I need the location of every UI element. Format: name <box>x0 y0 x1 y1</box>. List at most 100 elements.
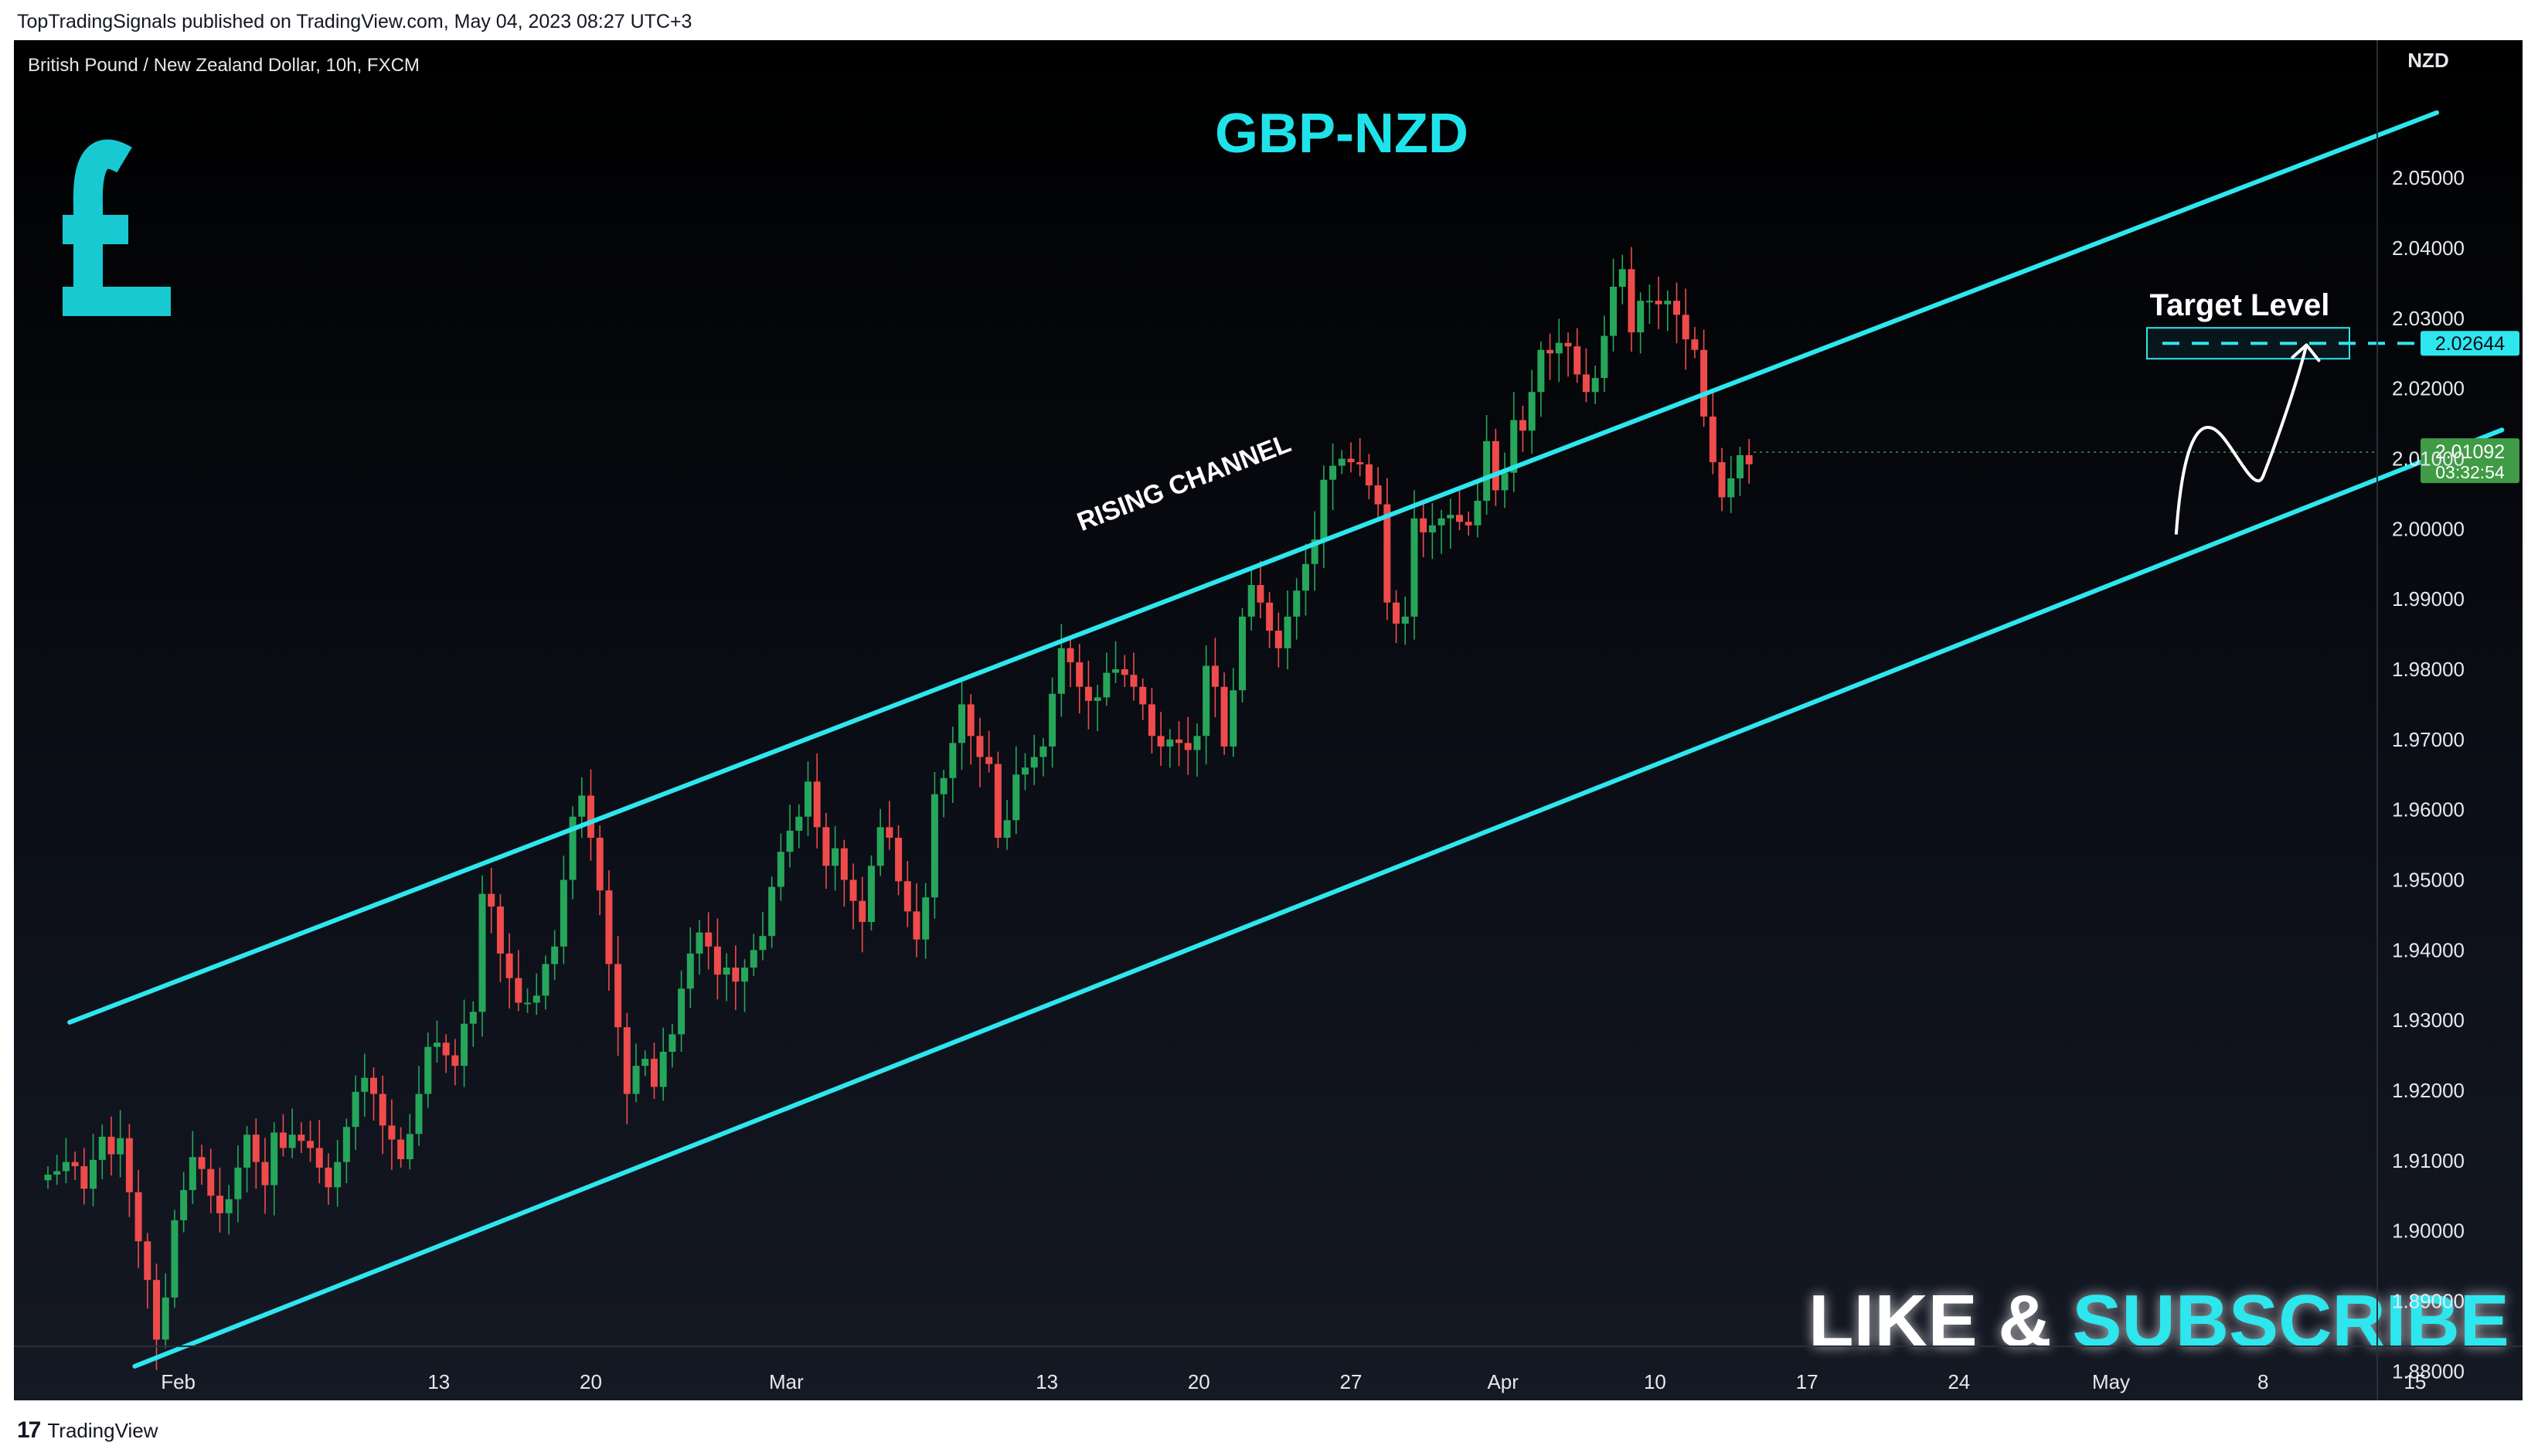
candle-body[interactable] <box>325 1167 332 1188</box>
candle-body[interactable] <box>406 1134 413 1159</box>
candle-body[interactable] <box>342 1127 350 1162</box>
candle-body[interactable] <box>144 1241 151 1281</box>
candle-body[interactable] <box>1148 704 1155 737</box>
candle-body[interactable] <box>288 1135 296 1148</box>
candle-body[interactable] <box>433 1043 441 1047</box>
candle-body[interactable] <box>768 886 776 937</box>
candle-body[interactable] <box>1582 374 1590 393</box>
candle-body[interactable] <box>1745 454 1753 464</box>
candle-body[interactable] <box>397 1139 405 1159</box>
candle-body[interactable] <box>1329 465 1337 480</box>
candle-body[interactable] <box>1410 518 1418 617</box>
candle-body[interactable] <box>1003 820 1011 838</box>
candle-body[interactable] <box>895 837 903 882</box>
candle-body[interactable] <box>270 1132 278 1186</box>
upper-channel-line[interactable] <box>67 110 2439 1025</box>
candle-body[interactable] <box>415 1094 423 1135</box>
candle-body[interactable] <box>777 852 784 887</box>
candle-body[interactable] <box>1401 616 1409 624</box>
candle-body[interactable] <box>596 837 604 891</box>
candle-body[interactable] <box>713 946 721 975</box>
candle-body[interactable] <box>569 816 577 880</box>
candle-body[interactable] <box>1420 518 1427 532</box>
candle-body[interactable] <box>849 879 857 901</box>
candle-body[interactable] <box>1519 420 1526 431</box>
candle-body[interactable] <box>1428 525 1436 532</box>
candle-body[interactable] <box>532 995 540 1003</box>
candle-body[interactable] <box>1673 301 1680 315</box>
candle-body[interactable] <box>515 978 522 1003</box>
cta-banner[interactable]: LIKE & SUBSCRIBE <box>1808 1280 2509 1362</box>
candle-body[interactable] <box>488 893 495 907</box>
candle-body[interactable] <box>741 968 749 982</box>
candle-body[interactable] <box>1618 269 1626 287</box>
candle-body[interactable] <box>478 893 486 1012</box>
candle-body[interactable] <box>985 757 993 764</box>
candle-body[interactable] <box>686 953 694 989</box>
candle-body[interactable] <box>1112 669 1120 673</box>
candle-body[interactable] <box>1057 648 1065 694</box>
candle-body[interactable] <box>1076 662 1084 687</box>
candle-body[interactable] <box>551 946 559 964</box>
candle-body[interactable] <box>1103 672 1111 698</box>
candle-body[interactable] <box>1573 346 1581 375</box>
candle-body[interactable] <box>361 1077 369 1092</box>
candle-body[interactable] <box>867 866 875 922</box>
candle-body[interactable] <box>669 1034 676 1052</box>
candle-body[interactable] <box>1274 631 1282 648</box>
candle-body[interactable] <box>107 1136 115 1155</box>
candle-body[interactable] <box>1239 616 1246 691</box>
candle-body[interactable] <box>913 911 920 940</box>
candle-body[interactable] <box>813 781 821 828</box>
candle-body[interactable] <box>225 1199 233 1213</box>
candle-body[interactable] <box>53 1171 61 1175</box>
candle-body[interactable] <box>1257 585 1264 603</box>
candle-body[interactable] <box>1301 563 1309 591</box>
candle-body[interactable] <box>496 906 504 954</box>
candle-body[interactable] <box>80 1166 88 1189</box>
candle-body[interactable] <box>623 1027 631 1094</box>
candle-body[interactable] <box>542 964 549 996</box>
candle-body[interactable] <box>189 1157 196 1190</box>
candle-body[interactable] <box>315 1148 323 1168</box>
candle-body[interactable] <box>1456 515 1463 522</box>
candle-body[interactable] <box>949 743 957 778</box>
candle-body[interactable] <box>1664 301 1672 304</box>
candle-body[interactable] <box>388 1125 396 1140</box>
candle-body[interactable] <box>930 794 938 898</box>
candle-body[interactable] <box>759 936 767 951</box>
candle-body[interactable] <box>1601 335 1608 379</box>
candle-body[interactable] <box>750 950 757 968</box>
candle-body[interactable] <box>1193 736 1201 750</box>
candle-body[interactable] <box>1736 454 1744 478</box>
candle-body[interactable] <box>1483 441 1491 502</box>
candle-body[interactable] <box>279 1132 287 1148</box>
lower-channel-line[interactable] <box>132 427 2505 1369</box>
candle-body[interactable] <box>1591 378 1599 393</box>
candle-body[interactable] <box>1022 767 1029 775</box>
projection-path[interactable] <box>2174 344 2308 535</box>
candle-body[interactable] <box>1184 743 1192 750</box>
candle-body[interactable] <box>1474 501 1482 526</box>
candle-body[interactable] <box>560 879 567 947</box>
candle-body[interactable] <box>786 830 794 852</box>
candle-body[interactable] <box>696 932 703 954</box>
candle-body[interactable] <box>98 1136 106 1160</box>
candle-body[interactable] <box>1610 287 1618 336</box>
candle-body[interactable] <box>261 1162 269 1186</box>
candle-body[interactable] <box>795 816 803 831</box>
candle-body[interactable] <box>153 1280 160 1340</box>
candle-body[interactable] <box>216 1196 223 1213</box>
candle-body[interactable] <box>307 1141 315 1148</box>
candle-body[interactable] <box>234 1167 242 1199</box>
candle-body[interactable] <box>1645 301 1653 303</box>
candle-body[interactable] <box>1501 472 1509 491</box>
price-chart[interactable]: British Pound / New Zealand Dollar, 10h,… <box>14 40 2523 1400</box>
candle-body[interactable] <box>1655 301 1662 304</box>
candle-body[interactable] <box>994 764 1002 838</box>
candle-body[interactable] <box>659 1051 667 1087</box>
candle-body[interactable] <box>1537 349 1545 393</box>
candle-body[interactable] <box>1374 485 1382 505</box>
candle-body[interactable] <box>840 848 848 880</box>
candle-body[interactable] <box>1166 739 1174 747</box>
